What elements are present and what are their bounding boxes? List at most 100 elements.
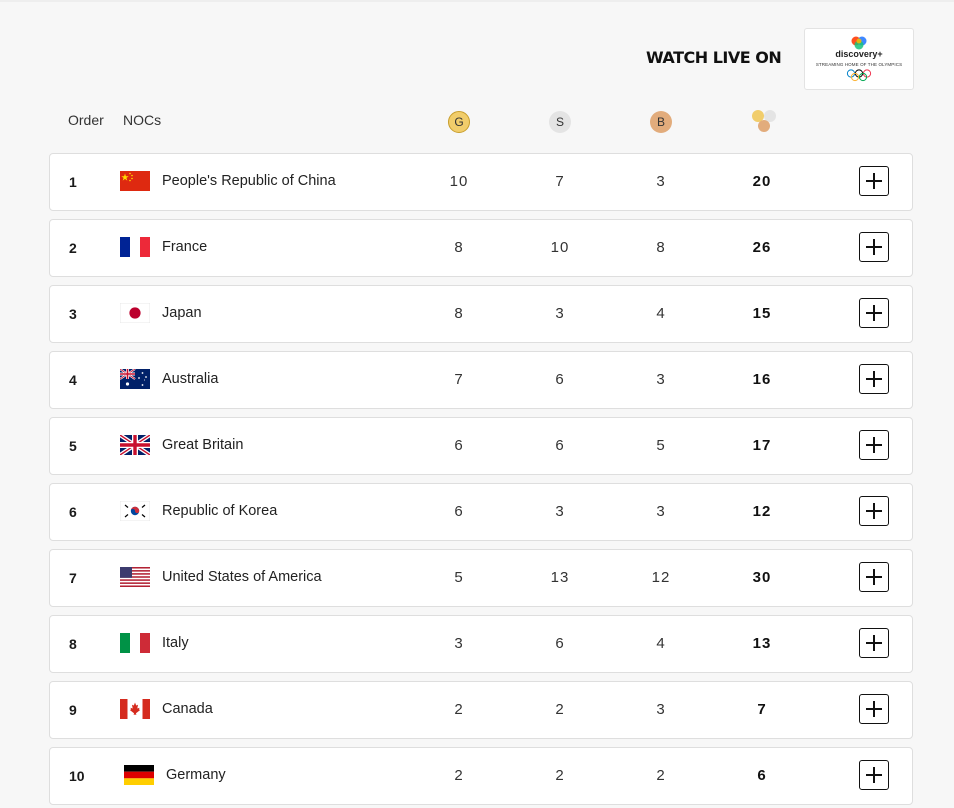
bronze-count: 3 [656, 503, 666, 520]
gold-count: 3 [454, 635, 464, 652]
expand-row-button[interactable] [859, 364, 889, 394]
canada-flag-icon [120, 699, 150, 719]
expand-row-button[interactable] [859, 298, 889, 328]
silver-count: 2 [555, 701, 565, 718]
silver-count: 10 [550, 239, 570, 256]
silver-count: 3 [555, 503, 565, 520]
discovery-plus-logo-button[interactable]: discovery+ STREAMING HOME OF THE OLYMPIC… [804, 28, 914, 90]
country-name[interactable]: France [162, 239, 208, 255]
silver-count: 6 [555, 371, 565, 388]
country-name[interactable]: United States of America [162, 569, 322, 585]
gold-count: 2 [454, 767, 464, 784]
expand-row-button[interactable] [859, 496, 889, 526]
china-flag-icon [120, 171, 150, 191]
total-count: 6 [757, 767, 767, 784]
gold-count: 10 [449, 173, 469, 190]
bronze-count: 2 [656, 767, 666, 784]
medal-table-row[interactable]: 1 People's Republic of China 10 7 3 20 [49, 153, 913, 211]
silver-medal-icon[interactable]: S [549, 111, 571, 133]
bronze-count: 12 [651, 569, 671, 586]
medal-table-row[interactable]: 5 Great Britain 6 6 5 17 [49, 417, 913, 475]
rank: 9 [69, 702, 77, 718]
country-name[interactable]: Germany [166, 767, 226, 783]
medal-table-row[interactable]: 10 Germany 2 2 2 6 [49, 747, 913, 805]
column-header-order[interactable]: Order [68, 112, 104, 128]
silver-count: 7 [555, 173, 565, 190]
total-count: 26 [752, 239, 772, 256]
gold-medal-icon[interactable]: G [448, 111, 470, 133]
medal-table-row[interactable]: 4 Australia 7 6 3 16 [49, 351, 913, 409]
rank: 10 [69, 768, 85, 784]
italy-flag-icon [120, 633, 150, 653]
expand-row-button[interactable] [859, 562, 889, 592]
rank: 3 [69, 306, 77, 322]
bronze-count: 4 [656, 305, 666, 322]
gold-count: 5 [454, 569, 464, 586]
medal-table-row[interactable]: 2 France 8 10 8 26 [49, 219, 913, 277]
rank: 5 [69, 438, 77, 454]
rank: 7 [69, 570, 77, 586]
total-count: 16 [752, 371, 772, 388]
silver-count: 13 [550, 569, 570, 586]
rank: 6 [69, 504, 77, 520]
watch-live-label: WATCH LIVE ON [646, 48, 782, 67]
rank: 2 [69, 240, 77, 256]
olympic-rings-icon [846, 69, 872, 82]
medal-table-row[interactable]: 8 Italy 3 6 4 13 [49, 615, 913, 673]
country-name[interactable]: Republic of Korea [162, 503, 278, 519]
country-name[interactable]: Australia [162, 371, 219, 387]
rank: 4 [69, 372, 77, 388]
great-britain-flag-icon [120, 435, 150, 455]
bronze-count: 8 [656, 239, 666, 256]
discovery-plus-wordmark: discovery+ [835, 49, 883, 59]
silver-count: 2 [555, 767, 565, 784]
total-count: 7 [757, 701, 767, 718]
germany-flag-icon [124, 765, 154, 785]
rank: 8 [69, 636, 77, 652]
top-divider [0, 0, 954, 2]
japan-flag-icon [120, 303, 150, 323]
expand-row-button[interactable] [859, 694, 889, 724]
silver-count: 3 [555, 305, 565, 322]
total-medals-icon[interactable] [751, 109, 779, 135]
silver-count: 6 [555, 437, 565, 454]
gold-count: 2 [454, 701, 464, 718]
bronze-count: 3 [656, 701, 666, 718]
bronze-count: 3 [656, 371, 666, 388]
usa-flag-icon [120, 567, 150, 587]
total-count: 20 [752, 173, 772, 190]
silver-count: 6 [555, 635, 565, 652]
gold-count: 7 [454, 371, 464, 388]
south-korea-flag-icon [120, 501, 150, 521]
medal-table-row[interactable]: 9 Canada 2 2 3 7 [49, 681, 913, 739]
total-count: 30 [752, 569, 772, 586]
medal-table-row[interactable]: 6 Republic of Korea 6 3 3 12 [49, 483, 913, 541]
total-count: 15 [752, 305, 772, 322]
total-count: 12 [752, 503, 772, 520]
gold-count: 8 [454, 305, 464, 322]
bronze-count: 3 [656, 173, 666, 190]
expand-row-button[interactable] [859, 628, 889, 658]
bronze-medal-icon[interactable]: B [650, 111, 672, 133]
medal-table-row[interactable]: 3 Japan 8 3 4 15 [49, 285, 913, 343]
bronze-count: 5 [656, 437, 666, 454]
country-name[interactable]: Italy [162, 635, 189, 651]
discovery-plus-tagline: STREAMING HOME OF THE OLYMPICS [815, 62, 903, 67]
rank: 1 [69, 174, 77, 190]
discovery-plus-swirl-icon [851, 36, 867, 50]
gold-count: 6 [454, 503, 464, 520]
expand-row-button[interactable] [859, 760, 889, 790]
expand-row-button[interactable] [859, 430, 889, 460]
australia-flag-icon [120, 369, 150, 389]
country-name[interactable]: Great Britain [162, 437, 244, 453]
country-name[interactable]: Japan [162, 305, 202, 321]
gold-count: 8 [454, 239, 464, 256]
country-name[interactable]: Canada [162, 701, 213, 717]
total-count: 13 [752, 635, 772, 652]
expand-row-button[interactable] [859, 166, 889, 196]
country-name[interactable]: People's Republic of China [162, 173, 336, 189]
medal-table-row[interactable]: 7 United States of America 5 13 12 30 [49, 549, 913, 607]
expand-row-button[interactable] [859, 232, 889, 262]
bronze-count: 4 [656, 635, 666, 652]
column-header-nocs[interactable]: NOCs [123, 112, 162, 128]
